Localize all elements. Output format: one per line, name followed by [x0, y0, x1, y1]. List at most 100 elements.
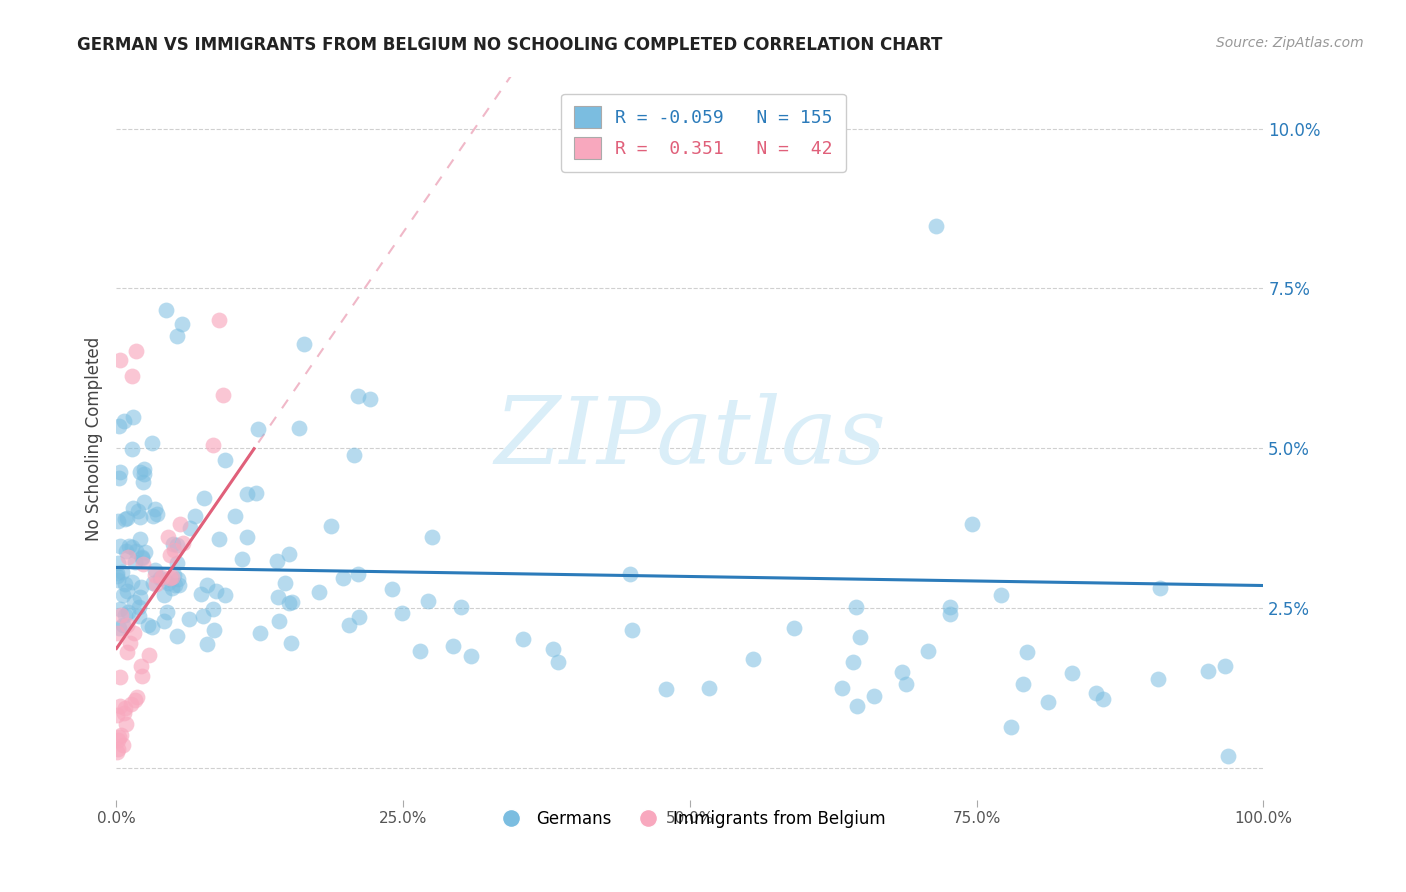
Point [114, 576, 136, 591]
Point [343, 448, 366, 462]
Point [138, 648, 160, 662]
Point [420, 530, 443, 544]
Point [124, 555, 146, 569]
Point [129, 659, 152, 673]
Point [169, 516, 191, 531]
Point [179, 521, 201, 535]
Point [278, 596, 301, 610]
Point [160, 581, 183, 595]
Point [249, 625, 271, 640]
Point [141, 435, 163, 450]
Point [163, 542, 186, 557]
Point [128, 533, 150, 547]
Point [118, 539, 141, 553]
Point [107, 470, 129, 484]
Point [939, 607, 962, 621]
Point [162, 537, 184, 551]
Point [409, 644, 432, 658]
Y-axis label: No Schooling Completed: No Schooling Completed [86, 336, 103, 541]
Point [142, 508, 165, 523]
Point [150, 570, 173, 584]
Point [849, 630, 872, 644]
Point [125, 544, 148, 558]
Point [121, 442, 143, 456]
Point [831, 681, 853, 695]
Point [117, 550, 139, 565]
Point [108, 699, 131, 714]
Point [891, 665, 914, 679]
Point [269, 614, 291, 628]
Point [105, 707, 128, 722]
Point [1213, 659, 1236, 673]
Point [107, 514, 129, 528]
Point [167, 572, 190, 586]
Point [108, 352, 131, 367]
Point [107, 573, 129, 587]
Point [191, 609, 214, 624]
Point [360, 392, 382, 406]
Point [292, 336, 315, 351]
Point [108, 621, 131, 635]
Point [121, 574, 143, 589]
Point [105, 566, 128, 581]
Point [145, 577, 167, 591]
Point [128, 599, 150, 614]
Point [163, 567, 186, 582]
Point [1149, 581, 1171, 595]
Point [167, 578, 190, 592]
Point [146, 507, 169, 521]
Point [236, 529, 259, 543]
Point [115, 717, 138, 731]
Point [205, 584, 228, 599]
Point [655, 681, 678, 696]
Point [120, 698, 142, 712]
Point [122, 595, 145, 609]
Point [108, 465, 131, 479]
Point [201, 601, 224, 615]
Point [110, 607, 132, 622]
Point [152, 588, 174, 602]
Point [141, 620, 163, 634]
Point [155, 573, 177, 587]
Point [115, 618, 138, 632]
Point [159, 548, 181, 562]
Point [347, 610, 370, 624]
Point [939, 600, 962, 615]
Point [208, 532, 231, 546]
Point [163, 577, 186, 591]
Point [131, 668, 153, 682]
Point [111, 565, 134, 579]
Point [125, 343, 148, 358]
Point [131, 550, 153, 565]
Point [619, 567, 641, 582]
Text: Source: ZipAtlas.com: Source: ZipAtlas.com [1216, 36, 1364, 50]
Point [267, 590, 290, 604]
Point [134, 494, 156, 508]
Point [115, 511, 138, 525]
Point [114, 512, 136, 526]
Point [332, 571, 354, 585]
Point [108, 419, 131, 434]
Point [121, 410, 143, 425]
Point [441, 639, 464, 653]
Point [127, 690, 149, 704]
Point [460, 648, 482, 663]
Point [127, 504, 149, 518]
Point [117, 605, 139, 619]
Point [246, 422, 269, 436]
Point [132, 475, 155, 489]
Point [541, 641, 564, 656]
Point [278, 547, 301, 561]
Point [212, 388, 235, 402]
Point [149, 571, 172, 585]
Point [142, 575, 165, 590]
Point [155, 302, 177, 317]
Point [416, 594, 439, 608]
Point [917, 644, 939, 658]
Point [121, 500, 143, 515]
Point [136, 618, 159, 632]
Point [107, 732, 129, 747]
Point [288, 421, 311, 435]
Point [202, 623, 225, 637]
Point [841, 655, 863, 669]
